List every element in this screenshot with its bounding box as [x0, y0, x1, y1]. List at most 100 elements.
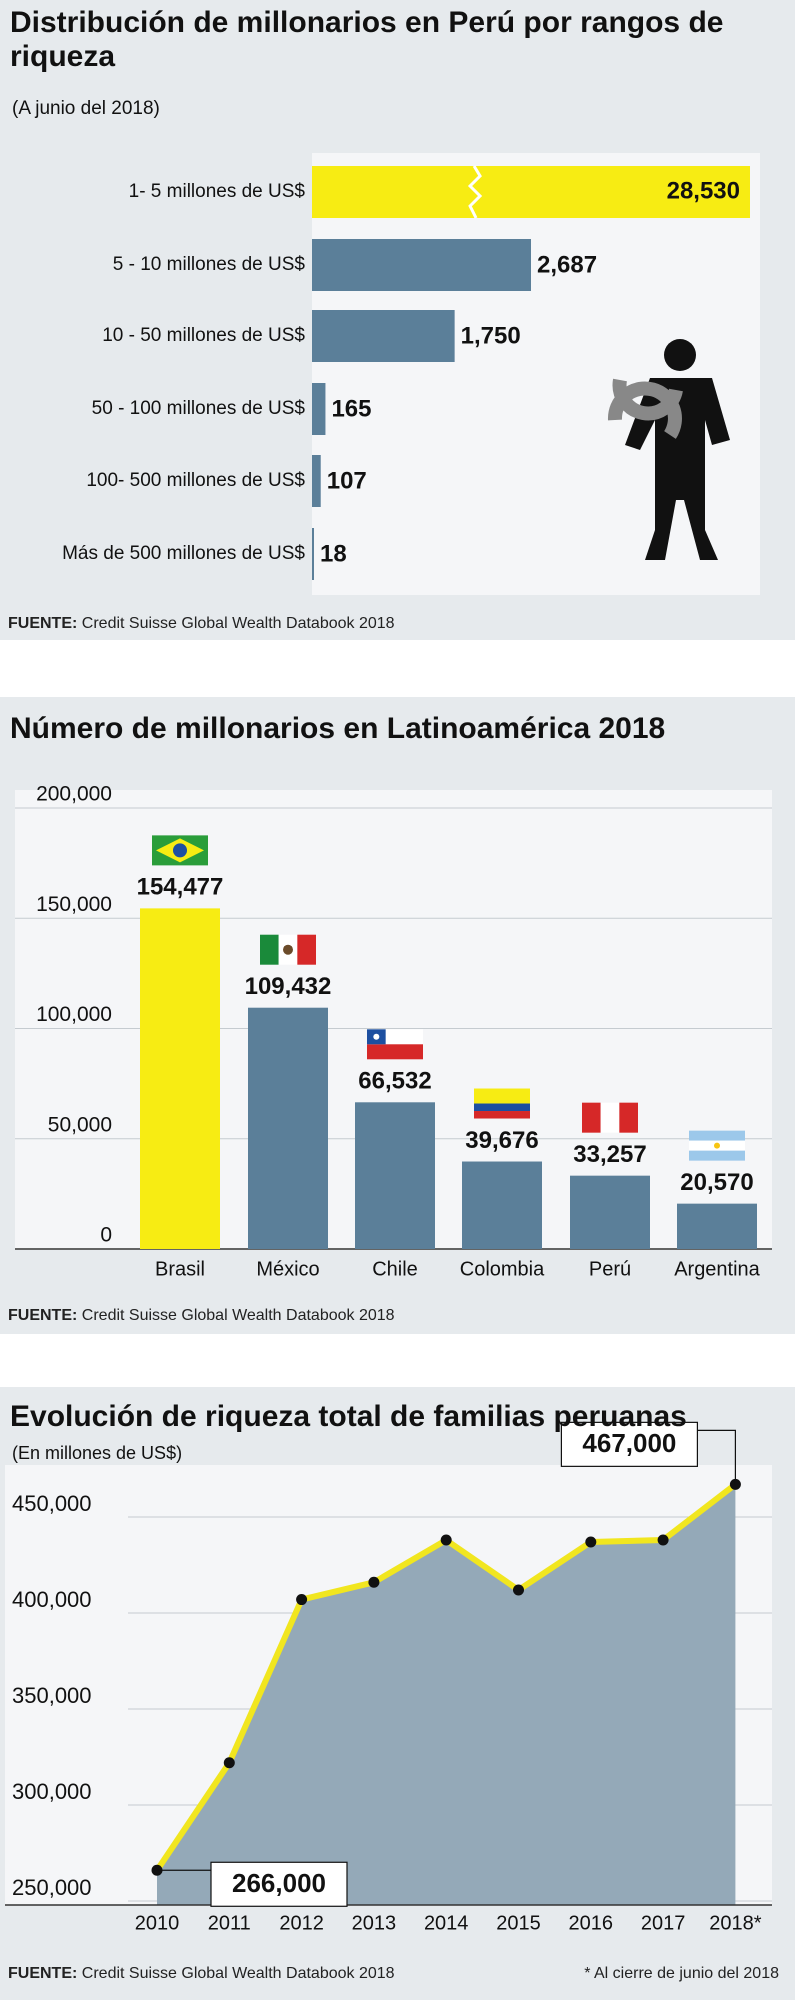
chart-subtitle: (A junio del 2018)	[12, 98, 160, 119]
y-tick-label: 150,000	[36, 893, 112, 916]
y-tick-label: 350,000	[12, 1683, 92, 1708]
source: FUENTE: Credit Suisse Global Wealth Data…	[8, 615, 395, 633]
flag-part	[173, 843, 187, 858]
value-label: 28,530	[667, 177, 740, 204]
category-label: 5 - 10 millones de US$	[113, 254, 306, 275]
bar	[312, 166, 750, 218]
source-label: FUENTE:	[8, 1965, 78, 1982]
label-box	[210, 1861, 348, 1907]
note: * Al cierre de junio del 2018	[584, 1965, 779, 1982]
flag-part	[373, 1033, 380, 1040]
bar	[355, 1102, 435, 1249]
flag-part	[600, 1102, 620, 1133]
point	[657, 1534, 669, 1546]
plot-bg	[312, 153, 760, 595]
bar	[312, 528, 314, 580]
bar	[570, 1175, 650, 1249]
x-tick-label: 2016	[569, 1912, 614, 1934]
value-label: 66,532	[358, 1068, 431, 1095]
bar	[462, 1161, 542, 1249]
y-tick-label: 200,000	[36, 783, 112, 806]
source-label: FUENTE:	[8, 615, 78, 632]
source-text: Credit Suisse Global Wealth Databook 201…	[81, 1965, 395, 1982]
source: FUENTE: Credit Suisse Global Wealth Data…	[8, 1307, 395, 1325]
x-tick-label: Colombia	[460, 1258, 545, 1280]
category-label: 10 - 50 millones de US$	[102, 325, 305, 346]
flag-part	[260, 934, 279, 965]
x-tick-label: Argentina	[674, 1258, 760, 1280]
y-tick-label: 300,000	[12, 1779, 92, 1804]
value-label: 165	[331, 395, 371, 422]
source-text: Credit Suisse Global Wealth Databook 201…	[81, 1307, 395, 1324]
label-connector	[697, 1429, 737, 1485]
value-label: 2,687	[537, 251, 597, 278]
chart-title: Evolución de riqueza total de familias p…	[10, 1400, 687, 1433]
x-tick-label: 2013	[352, 1912, 397, 1934]
flag-part	[474, 1111, 530, 1119]
flag-part	[367, 1044, 423, 1060]
source-text: Credit Suisse Global Wealth Databook 201…	[81, 615, 395, 632]
chart-title: Número de millonarios en Latinoamérica 2…	[10, 712, 666, 745]
chart-title: Distribución de millonarios en Perú por …	[10, 6, 724, 73]
point	[223, 1757, 235, 1769]
category-label: 1- 5 millones de US$	[129, 181, 306, 202]
axis-break	[467, 165, 483, 219]
value-label: 33,257	[573, 1141, 646, 1168]
x-tick-label: 2012	[279, 1912, 324, 1934]
value-label: 109,432	[245, 973, 332, 1000]
bar	[312, 239, 531, 291]
chart-subtitle: (En millones de US$)	[12, 1443, 183, 1463]
x-tick-label: 2014	[424, 1912, 469, 1934]
value-label: 467,000	[582, 1428, 676, 1458]
value-label: 18	[320, 540, 347, 567]
x-tick-label: 2018*	[709, 1912, 761, 1934]
x-tick-label: México	[256, 1258, 319, 1280]
flag-part	[689, 1150, 745, 1161]
bar	[312, 383, 326, 435]
area	[157, 1484, 736, 1905]
source: FUENTE: Credit Suisse Global Wealth Data…	[8, 1965, 395, 1983]
y-tick-label: 100,000	[36, 1003, 112, 1026]
category-label: 50 - 100 millones de US$	[92, 398, 306, 419]
bar	[312, 310, 455, 362]
category-label: 100- 500 millones de US$	[86, 470, 305, 491]
x-tick-label: Brasil	[155, 1258, 205, 1280]
x-tick-label: Perú	[589, 1258, 631, 1280]
businessman-icon	[607, 339, 730, 560]
value-label: 1,750	[461, 322, 521, 349]
category-label: Más de 500 millones de US$	[62, 543, 305, 564]
flag-part	[582, 1102, 601, 1133]
x-tick-label: 2015	[496, 1912, 541, 1934]
y-tick-label: 400,000	[12, 1587, 92, 1612]
x-tick-label: Chile	[372, 1258, 418, 1280]
bar	[312, 455, 321, 507]
y-tick-label: 250,000	[12, 1875, 92, 1900]
flag-part	[297, 934, 316, 965]
bar	[248, 1007, 328, 1249]
y-tick-label: 0	[100, 1224, 112, 1247]
point	[513, 1584, 524, 1596]
x-tick-label: 2010	[135, 1912, 180, 1934]
value-label: 39,676	[465, 1127, 538, 1154]
flag-part	[474, 1088, 530, 1104]
y-tick-label: 50,000	[48, 1113, 112, 1136]
x-tick-label: 2017	[641, 1912, 686, 1934]
point	[440, 1534, 452, 1546]
flag-part	[474, 1103, 530, 1112]
source-label: FUENTE:	[8, 1307, 78, 1324]
value-label: 266,000	[232, 1868, 326, 1898]
flag-part	[714, 1142, 720, 1149]
point	[368, 1576, 380, 1588]
point	[296, 1594, 308, 1606]
flag-part	[619, 1102, 638, 1133]
bar	[677, 1203, 757, 1249]
y-tick-label: 450,000	[12, 1491, 92, 1516]
bar	[140, 908, 220, 1249]
point	[585, 1536, 597, 1548]
x-tick-label: 2011	[208, 1912, 251, 1934]
label-box	[560, 1421, 699, 1467]
value-label: 20,570	[680, 1169, 753, 1196]
value-label: 154,477	[137, 874, 224, 901]
